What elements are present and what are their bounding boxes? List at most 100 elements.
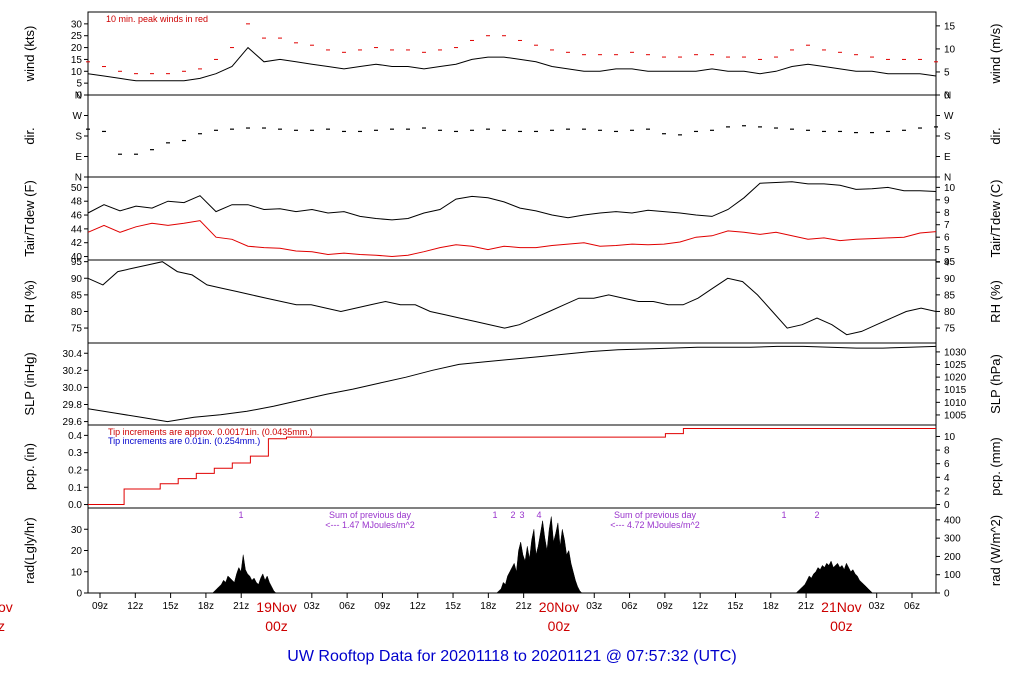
rad-marker: 1 bbox=[492, 510, 497, 520]
series-wind bbox=[87, 46, 937, 82]
y-axis-label-right-0: wind (m/s) bbox=[988, 24, 1003, 85]
left-tick-label-3: 85 bbox=[71, 290, 83, 301]
time-tick-label: 21z bbox=[233, 601, 249, 612]
left-tick-label-6: 30 bbox=[71, 525, 83, 536]
time-tick-label: 09z bbox=[657, 601, 673, 612]
time-tick-label: 06z bbox=[904, 601, 920, 612]
time-tick-label: 06z bbox=[339, 601, 355, 612]
right-tick-label-3: 75 bbox=[944, 324, 956, 335]
left-tick-label-4: 30.4 bbox=[63, 349, 83, 360]
right-tick-label-0: 10 bbox=[944, 44, 956, 55]
series-tdew bbox=[87, 220, 937, 258]
right-tick-label-2: 5 bbox=[944, 245, 950, 256]
rad-sum-note: Sum of previous day bbox=[329, 510, 412, 520]
day-label: 00z bbox=[265, 618, 288, 634]
left-tick-label-2: 40 bbox=[71, 252, 83, 263]
day-label: 20Nov bbox=[539, 599, 579, 615]
y-axis-label-right-5: pcp. (mm) bbox=[988, 437, 1003, 496]
left-tick-label-2: 48 bbox=[71, 197, 83, 208]
left-tick-label-3: 80 bbox=[71, 307, 83, 318]
left-tick-label-4: 29.8 bbox=[63, 400, 83, 411]
left-tick-label-5: 0.0 bbox=[68, 500, 82, 511]
left-tick-label-0: 15 bbox=[71, 55, 83, 66]
left-tick-label-0: 20 bbox=[71, 43, 83, 54]
right-tick-label-6: 100 bbox=[944, 570, 961, 581]
time-tick-label: 09z bbox=[374, 601, 390, 612]
right-tick-label-2: 4 bbox=[944, 258, 950, 269]
panel-frame-3 bbox=[87, 259, 937, 344]
rad-marker: 1 bbox=[238, 510, 243, 520]
right-tick-label-5: 6 bbox=[944, 459, 950, 470]
left-tick-label-6: 20 bbox=[71, 546, 83, 557]
time-tick-label: 03z bbox=[304, 601, 320, 612]
left-tick-label-1: S bbox=[75, 132, 82, 143]
y-axis-label-3: RH (%) bbox=[22, 280, 37, 323]
right-tick-label-5: 4 bbox=[944, 473, 950, 484]
day-label: 00z bbox=[548, 618, 571, 634]
right-tick-label-5: 8 bbox=[944, 446, 950, 457]
day-label: 19Nov bbox=[256, 599, 296, 615]
time-tick-label: 09z bbox=[92, 601, 108, 612]
right-tick-label-1: N bbox=[944, 91, 951, 102]
y-axis-label-right-1: dir. bbox=[988, 127, 1003, 144]
left-tick-label-0: 30 bbox=[71, 19, 83, 30]
right-tick-label-3: 80 bbox=[944, 307, 956, 318]
rad-sum-note: Sum of previous day bbox=[614, 510, 697, 520]
y-axis-label-4: SLP (inHg) bbox=[22, 352, 37, 415]
right-tick-label-3: 95 bbox=[944, 257, 956, 268]
time-tick-label: 15z bbox=[727, 601, 743, 612]
left-tick-label-6: 10 bbox=[71, 567, 83, 578]
left-tick-label-5: 0.1 bbox=[68, 483, 82, 494]
right-tick-label-1: N bbox=[944, 173, 951, 184]
right-tick-label-1: S bbox=[944, 132, 951, 143]
right-tick-label-3: 90 bbox=[944, 274, 956, 285]
right-tick-label-6: 300 bbox=[944, 534, 961, 545]
day-label: ov bbox=[0, 599, 13, 615]
rad-sum-note: <--- 4.72 MJoules/m^2 bbox=[610, 520, 700, 530]
y-axis-label-right-6: rad (W/m^2) bbox=[988, 515, 1003, 586]
y-axis-label-1: dir. bbox=[22, 127, 37, 144]
time-tick-label: 12z bbox=[410, 601, 426, 612]
rad-sum-note: <--- 1.47 MJoules/m^2 bbox=[325, 520, 415, 530]
series-slp bbox=[87, 345, 937, 423]
left-tick-label-2: 44 bbox=[71, 224, 83, 235]
right-tick-label-4: 1015 bbox=[944, 385, 967, 396]
right-tick-label-2: 10 bbox=[944, 183, 956, 194]
left-tick-label-2: 42 bbox=[71, 238, 83, 249]
series-pcp bbox=[88, 428, 936, 505]
time-tick-label: 18z bbox=[198, 601, 214, 612]
right-tick-label-5: 10 bbox=[944, 432, 956, 443]
left-tick-label-6: 0 bbox=[76, 589, 82, 600]
left-tick-label-5: 0.4 bbox=[68, 431, 82, 442]
series-rh bbox=[87, 261, 937, 336]
left-tick-label-0: 25 bbox=[71, 31, 83, 42]
left-tick-label-1: W bbox=[73, 111, 83, 122]
y-axis-label-right-3: RH (%) bbox=[988, 280, 1003, 323]
time-tick-label: 21z bbox=[516, 601, 532, 612]
right-tick-label-1: E bbox=[944, 152, 951, 163]
panel-frame-0 bbox=[87, 11, 937, 96]
left-tick-label-3: 95 bbox=[71, 257, 83, 268]
left-tick-label-1: E bbox=[75, 152, 82, 163]
rad-marker: 2 bbox=[814, 510, 819, 520]
right-tick-label-5: 2 bbox=[944, 486, 950, 497]
y-axis-label-5: pcp. (in) bbox=[22, 443, 37, 490]
left-tick-label-2: 46 bbox=[71, 211, 83, 222]
time-tick-label: 12z bbox=[692, 601, 708, 612]
left-tick-label-5: 0.2 bbox=[68, 465, 82, 476]
left-tick-label-3: 90 bbox=[71, 274, 83, 285]
right-tick-label-4: 1025 bbox=[944, 360, 967, 371]
page-title: UW Rooftop Data for 20201118 to 20201121… bbox=[287, 648, 737, 665]
day-label: 21Nov bbox=[821, 599, 861, 615]
right-tick-label-5: 0 bbox=[944, 500, 950, 511]
time-tick-label: 21z bbox=[798, 601, 814, 612]
left-tick-label-4: 29.6 bbox=[63, 417, 83, 428]
peak-wind-annotation: 10 min. peak winds in red bbox=[106, 14, 208, 24]
y-axis-label-2: Tair/Tdew (F) bbox=[22, 180, 37, 257]
right-tick-label-4: 1005 bbox=[944, 410, 967, 421]
right-tick-label-2: 9 bbox=[944, 195, 950, 206]
rad-marker: 3 bbox=[519, 510, 524, 520]
panel-frame-1 bbox=[87, 94, 937, 178]
left-tick-label-4: 30.0 bbox=[63, 383, 83, 394]
